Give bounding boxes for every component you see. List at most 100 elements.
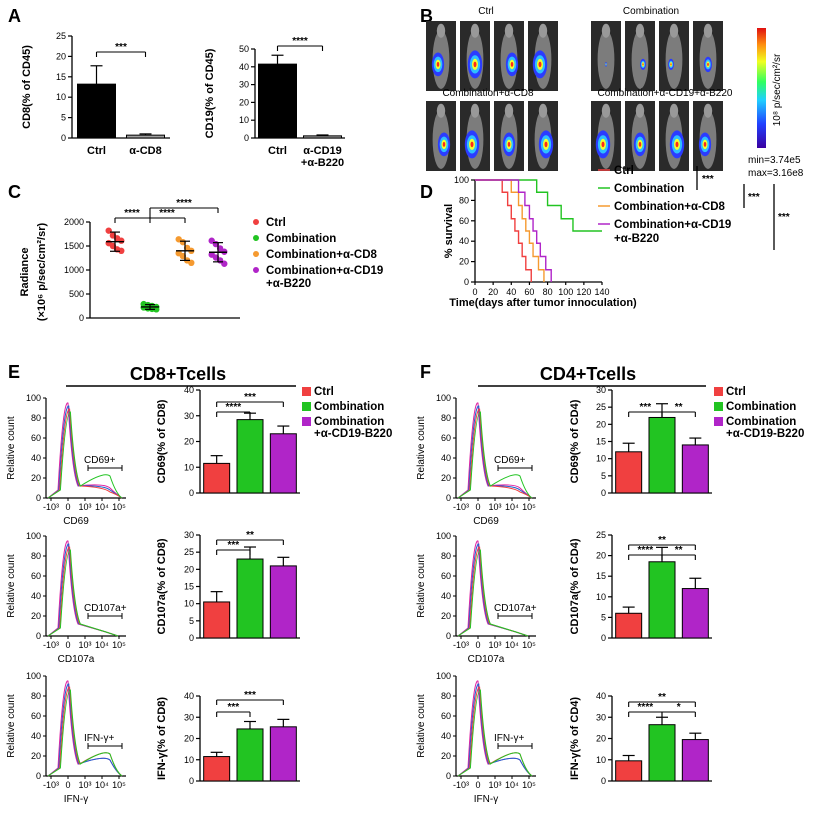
panel-label-F: F xyxy=(420,362,431,382)
signal-peak xyxy=(670,63,672,66)
bar-2 xyxy=(269,565,297,639)
y-tick-label: 0 xyxy=(36,493,41,503)
y-tick-label: 40 xyxy=(31,591,41,601)
mouse-head xyxy=(436,103,446,118)
histogram-trace xyxy=(457,549,529,637)
legend-label: Ctrl xyxy=(266,217,286,229)
panel-label-D: D xyxy=(420,182,433,202)
gate-label: CD69+ xyxy=(84,455,116,466)
y-tick-label: 0 xyxy=(601,488,606,498)
x-tick-label: 10⁵ xyxy=(112,780,126,790)
legend-marker xyxy=(253,267,259,273)
y-tick-label: 30 xyxy=(184,411,194,421)
y-tick-label: 60 xyxy=(441,433,451,443)
mouse-image xyxy=(494,101,524,171)
panel-label-E: E xyxy=(8,362,20,382)
y-tick-label: 30 xyxy=(184,712,194,722)
y-tick-label: 40 xyxy=(441,453,451,463)
y-tick-label: 10 xyxy=(184,755,194,765)
y-tick-label: 25 xyxy=(596,402,606,412)
signal-peak xyxy=(442,142,446,147)
y-tick-label: 100 xyxy=(26,671,41,681)
y-tick-label: 100 xyxy=(436,671,451,681)
x-tick-label: 0 xyxy=(65,780,70,790)
mouse-image xyxy=(693,21,723,91)
y-tick-label: 0 xyxy=(446,493,451,503)
mouse-image xyxy=(693,101,723,171)
bar-2 xyxy=(269,433,297,494)
legend-marker xyxy=(253,235,259,241)
signal-peak xyxy=(642,63,644,66)
x-tick-label: -10³ xyxy=(453,780,469,790)
y-tick-label: 30 xyxy=(184,530,194,540)
data-point xyxy=(118,247,125,254)
y-tick-label: 40 xyxy=(441,731,451,741)
x-tick-label: 10⁵ xyxy=(112,640,126,650)
x-tick-label: -10³ xyxy=(43,780,59,790)
x-tick-label: 20 xyxy=(488,287,498,297)
y-axis-title: Relative count xyxy=(416,554,427,618)
x-axis-title: IFN-γ xyxy=(474,794,498,805)
x-tick-label: 10⁴ xyxy=(505,640,519,650)
signal-peak xyxy=(538,61,542,68)
y-axis-title: IFN-γ(% of CD4) xyxy=(569,697,581,780)
y-axis-title: CD19(% of CD45) xyxy=(204,48,216,138)
significance-label: **** xyxy=(292,36,308,47)
histogram-trace xyxy=(457,543,529,637)
y-tick-label: 5 xyxy=(61,113,66,123)
y-tick-label: 25 xyxy=(596,530,606,540)
category-label: α-CD8 xyxy=(129,145,161,157)
signal-peak xyxy=(507,142,511,147)
x-tick-label: 10⁴ xyxy=(95,502,109,512)
signal-peak xyxy=(473,61,477,68)
legend-label: Combination xyxy=(314,401,384,413)
signal-peak xyxy=(707,62,709,66)
significance-label: **** xyxy=(638,702,654,713)
y-tick-label: 60 xyxy=(31,571,41,581)
histogram-trace xyxy=(47,408,123,499)
y-tick-label: 80 xyxy=(441,551,451,561)
y-axis-title: CD69(% of CD4) xyxy=(569,399,581,483)
bar-1 xyxy=(303,135,342,139)
y-tick-label: 20 xyxy=(31,611,41,621)
y-tick-label: 60 xyxy=(459,216,469,226)
significance-label: *** xyxy=(639,402,651,413)
significance-label: *** xyxy=(702,174,714,185)
bar-2 xyxy=(681,739,709,782)
y-tick-label: 40 xyxy=(184,691,194,701)
y-tick-label: 0 xyxy=(36,771,41,781)
histogram-trace xyxy=(47,549,119,637)
mouse-head xyxy=(538,23,548,38)
y-tick-label: 60 xyxy=(31,433,41,443)
bar-1 xyxy=(126,134,165,139)
histogram-trace xyxy=(457,540,529,637)
signal-peak xyxy=(601,141,605,148)
y-tick-label: 0 xyxy=(36,631,41,641)
x-tick-label: 80 xyxy=(543,287,553,297)
panel-label-C: C xyxy=(8,182,21,202)
significance-label: ** xyxy=(246,530,254,541)
significance-label: **** xyxy=(226,402,242,413)
mouse-head xyxy=(504,103,514,118)
legend-label: Combination+α-CD19 +α-B220 xyxy=(614,219,731,245)
histogram-trace xyxy=(47,546,119,637)
legend-label-line: Combination xyxy=(726,416,796,428)
y-tick-label: 0 xyxy=(79,313,84,323)
x-tick-label: 0 xyxy=(475,780,480,790)
x-tick-label: 10³ xyxy=(488,502,501,512)
bar-2 xyxy=(681,588,709,639)
mouse-head xyxy=(470,103,480,118)
y-axis-title: Relative count xyxy=(6,554,17,618)
histogram-trace xyxy=(47,405,123,499)
x-tick-label: -10³ xyxy=(43,502,59,512)
x-tick-label: 10³ xyxy=(488,640,501,650)
y-tick-label: 1000 xyxy=(64,265,84,275)
legend-label: Combination+α-CD8 xyxy=(614,201,725,213)
colorbar xyxy=(757,28,766,148)
survival-curve xyxy=(475,179,602,232)
legend-label-line: +α-CD19-B220 xyxy=(726,428,804,440)
legend-label-line: +α-B220 xyxy=(614,233,659,245)
histogram-trace xyxy=(457,683,533,777)
histogram-trace xyxy=(47,683,123,777)
significance-label: *** xyxy=(227,702,239,713)
